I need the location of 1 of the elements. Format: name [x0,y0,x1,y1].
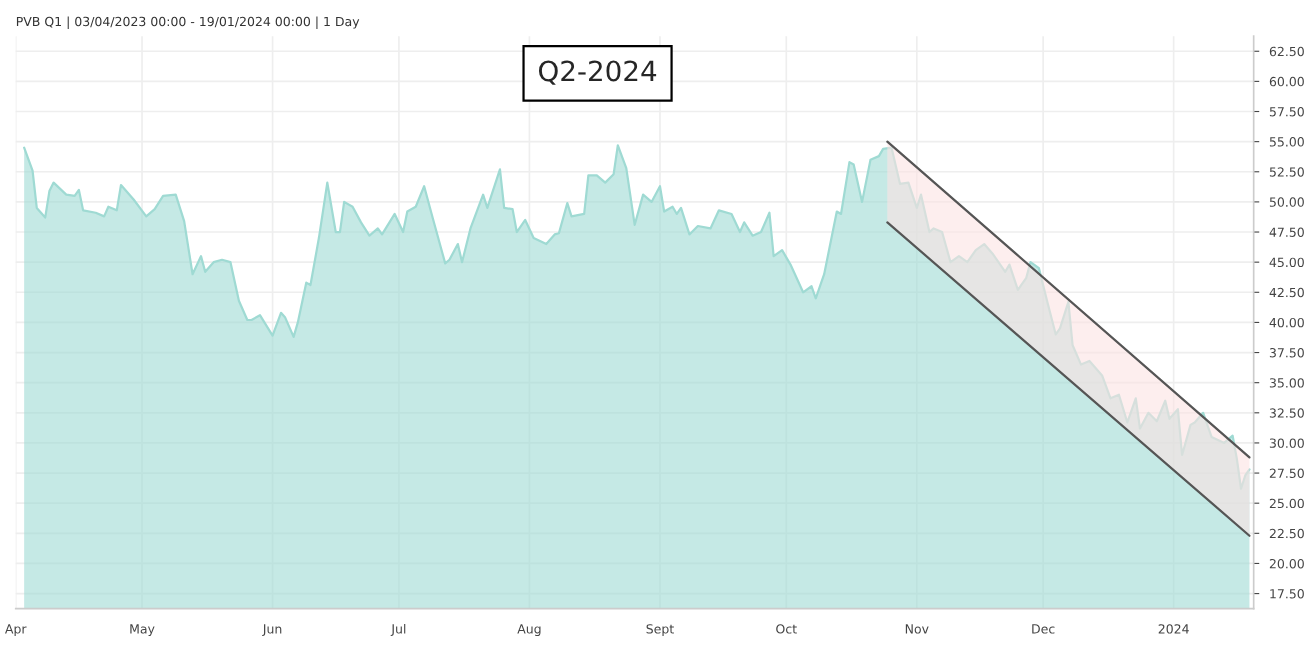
annotation: Q2-2024 [538,60,657,85]
